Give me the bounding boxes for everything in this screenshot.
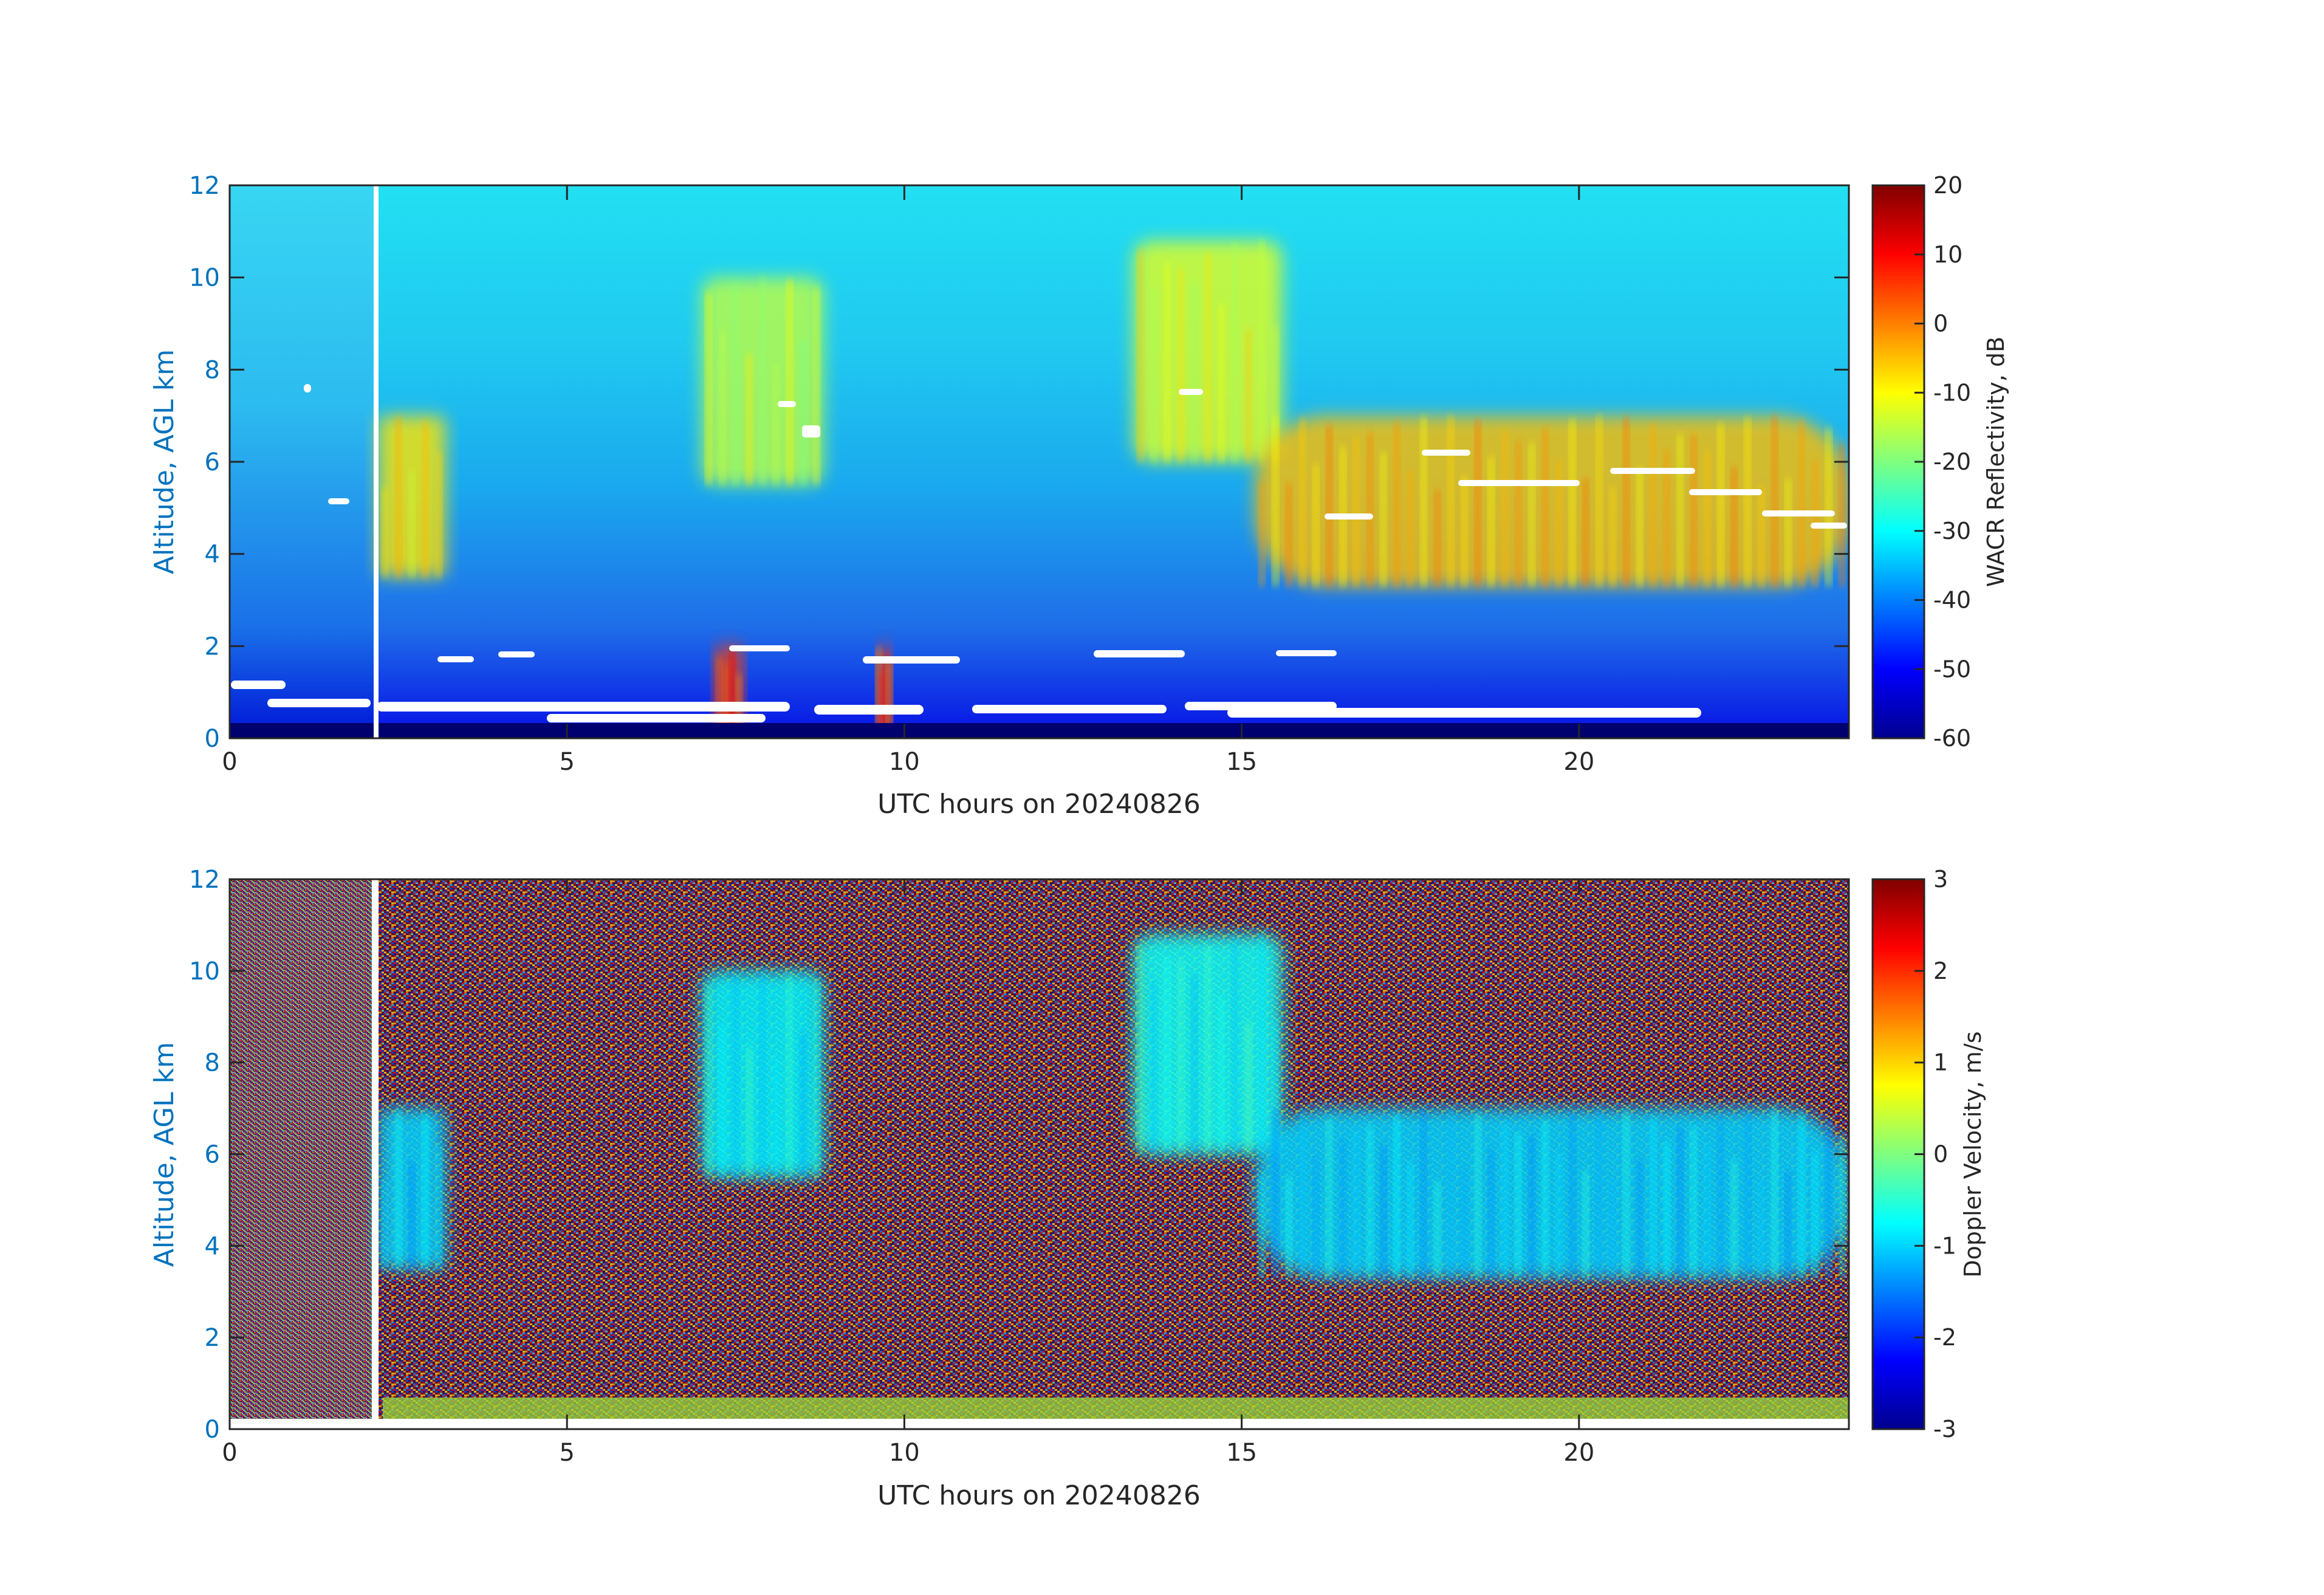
reflectivity-cloud-feature [702,277,824,485]
doppler-x-tick-label: 0 [222,1439,237,1467]
reflectivity-x-tick-label: 15 [1226,748,1257,776]
doppler-y-axis-label: Altitude, AGL km [149,1042,180,1267]
reflectivity-cloud-feature [876,646,893,738]
reflectivity-features [378,241,1849,738]
reflectivity-colorbar-label: WACR Reflectivity, dB [1983,337,2009,587]
doppler-colorbar-tick-label: 3 [1933,866,1948,893]
doppler-cloud-feature [1255,1108,1849,1278]
reflectivity-x-tick-label: 0 [222,748,237,776]
reflectivity-x-tick-label: 10 [889,748,920,776]
doppler-y-tick-label: 2 [205,1324,220,1352]
reflectivity-cloud-feature [1255,416,1849,586]
doppler-colorbar-tick-label: -1 [1933,1232,1956,1259]
reflectivity-colorbar-ticks: -60 -50 -40 -30 -20 -10 0 10 20 [1914,172,1971,752]
reflectivity-axes: 0 5 10 15 20 0 2 4 6 8 10 12 [189,172,1849,776]
reflectivity-y-tick-label: 2 [205,633,220,660]
reflectivity-y-axis-label: Altitude, AGL km [149,349,180,574]
doppler-x-tick-label: 10 [889,1439,920,1467]
doppler-colorbar-tick-label: 0 [1933,1141,1948,1168]
doppler-y-tick-label: 12 [189,866,220,894]
reflectivity-y-tick-label: 0 [205,725,220,753]
reflectivity-y-tick-label: 6 [205,448,220,476]
doppler-x-tick-label: 20 [1563,1439,1594,1467]
doppler-y-tick-label: 10 [189,958,220,986]
reflectivity-panel: 0 5 10 15 20 0 2 4 6 8 10 12 Altitude, AGL km UTC h… [149,172,2009,820]
doppler-colorbar-label: Doppler Velocity, m/s [1959,1031,1986,1277]
reflectivity-heatmap [230,185,1849,738]
doppler-heatmap [230,879,1849,1429]
doppler-axes: 0 5 10 15 20 0 2 4 6 8 10 12 [189,866,1849,1467]
reflectivity-x-tick-label: 5 [559,748,574,776]
reflectivity-colorbar-tick-label: -60 [1933,725,1971,752]
doppler-colorbar-tick-label: 1 [1933,1049,1948,1076]
doppler-y-tick-label: 8 [205,1049,220,1077]
reflectivity-colorbar-tick-label: -30 [1933,518,1971,544]
reflectivity-colorbar-tick-label: 10 [1933,241,1962,268]
reflectivity-colorbar-tick-label: -20 [1933,448,1971,475]
doppler-colorbar-tick-label: 2 [1933,958,1948,984]
doppler-x-axis-label: UTC hours on 20240826 [877,1480,1201,1511]
reflectivity-cloud-feature [1133,241,1283,462]
doppler-y-tick-label: 0 [205,1416,220,1444]
reflectivity-colorbar-tick-label: 0 [1933,310,1948,337]
doppler-colorbar-tick-label: -3 [1933,1416,1956,1442]
doppler-cloud-feature [702,970,824,1178]
reflectivity-colorbar-tick-label: 20 [1933,172,1962,199]
doppler-cloud-feature [1133,934,1283,1154]
doppler-x-tick-label: 5 [559,1439,574,1467]
reflectivity-x-tick-label: 20 [1563,748,1594,776]
reflectivity-colorbar-tick-label: -40 [1933,587,1971,614]
reflectivity-x-axis-label: UTC hours on 20240826 [877,789,1201,820]
doppler-colorbar-ticks: -3 -2 -1 0 1 2 3 [1914,866,1956,1442]
doppler-y-tick-label: 4 [205,1232,220,1260]
reflectivity-y-tick-label: 10 [189,264,220,292]
reflectivity-y-tick-label: 12 [189,172,220,200]
reflectivity-y-tick-label: 8 [205,356,220,384]
reflectivity-y-tick-label: 4 [205,541,220,569]
doppler-colorbar-tick-label: -2 [1933,1324,1956,1351]
doppler-cloud-feature [378,1108,446,1269]
doppler-features [378,934,1849,1278]
reflectivity-colorbar-tick-label: -10 [1933,379,1971,406]
doppler-x-tick-label: 15 [1226,1439,1257,1467]
reflectivity-colorbar-tick-label: -50 [1933,656,1971,682]
doppler-y-tick-label: 6 [205,1141,220,1169]
cloud-base-markers [231,384,1847,722]
reflectivity-cloud-feature [378,416,446,577]
